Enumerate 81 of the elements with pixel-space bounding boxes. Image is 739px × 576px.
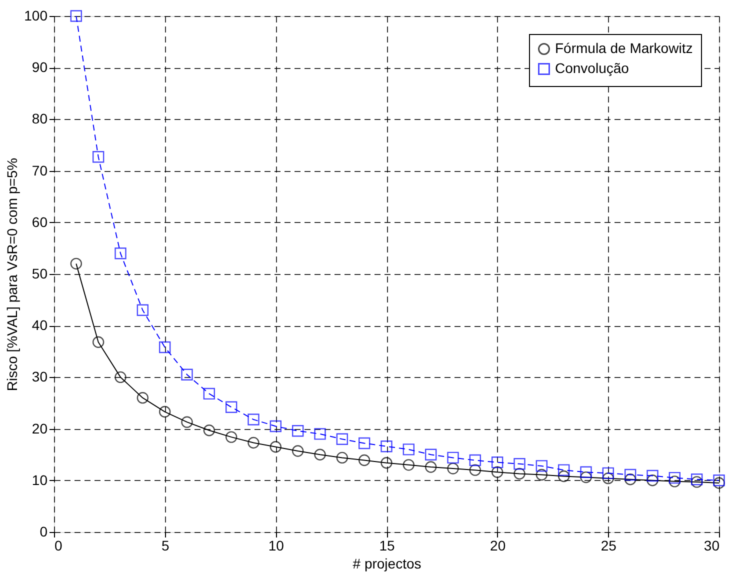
point	[270, 441, 282, 453]
point	[580, 466, 592, 478]
y-tick-label: 30	[32, 368, 48, 385]
x-tick-label: 25	[600, 538, 617, 554]
y-tick-label: 20	[32, 420, 48, 436]
point	[292, 425, 304, 437]
y-axis-title: Risco [%VAL] para VsR=0 com p=5%	[4, 158, 20, 392]
y-tick-label: 50	[32, 266, 48, 282]
point	[690, 476, 703, 488]
x-tick-label: 5	[161, 538, 170, 554]
point	[424, 461, 437, 473]
point	[690, 474, 703, 486]
point	[114, 371, 126, 384]
point	[668, 472, 681, 484]
point	[602, 467, 614, 480]
point	[469, 454, 482, 466]
point	[469, 464, 482, 476]
point	[624, 468, 636, 481]
point	[424, 448, 437, 460]
point	[292, 445, 304, 457]
point	[225, 431, 238, 443]
point	[203, 388, 216, 400]
point	[158, 341, 171, 354]
point	[181, 416, 193, 428]
point	[491, 466, 504, 478]
point	[668, 476, 681, 488]
point	[270, 420, 282, 432]
y-tick-label: 90	[32, 59, 48, 76]
y-tick-label: 80	[32, 110, 48, 127]
point	[114, 248, 126, 260]
point	[602, 472, 614, 484]
point	[646, 474, 658, 486]
point	[203, 424, 216, 436]
point	[136, 304, 149, 316]
legend-label: Convolução	[555, 60, 630, 76]
point	[380, 457, 392, 469]
point	[181, 368, 193, 380]
y-tick-label: 40	[32, 317, 48, 334]
point	[514, 468, 526, 480]
x-tick-label: 20	[490, 538, 506, 554]
x-tick-label: 0	[54, 538, 62, 554]
point	[624, 474, 636, 486]
point	[558, 464, 570, 476]
point	[447, 462, 459, 474]
point	[92, 336, 104, 348]
point	[491, 456, 504, 468]
point	[713, 474, 725, 486]
point	[536, 468, 548, 481]
y-tick-label: 100	[24, 8, 48, 24]
point	[314, 448, 326, 460]
point	[514, 458, 526, 470]
point	[225, 401, 238, 413]
y-tick-label: 60	[32, 214, 48, 230]
point	[158, 406, 171, 418]
point	[380, 440, 392, 452]
point	[314, 428, 326, 440]
point	[336, 452, 348, 464]
point	[248, 414, 260, 426]
point	[92, 151, 104, 163]
point	[402, 459, 415, 471]
point	[358, 454, 370, 466]
y-tick-label: 10	[32, 472, 48, 488]
y-tick-label: 0	[40, 524, 48, 540]
y-tick-label: 70	[32, 162, 48, 178]
point	[558, 470, 570, 482]
point	[580, 471, 592, 484]
x-tick-label: 15	[379, 538, 395, 554]
point	[402, 444, 415, 456]
point	[70, 258, 82, 270]
point	[358, 437, 370, 450]
legend-label: Fórmula de Markowitz	[555, 40, 693, 56]
point	[447, 452, 459, 464]
point	[248, 436, 260, 449]
point	[646, 470, 658, 482]
point	[136, 392, 149, 404]
point	[536, 460, 548, 472]
x-tick-label: 30	[704, 538, 720, 554]
x-axis-title: # projectos	[352, 556, 422, 572]
point	[70, 10, 82, 22]
x-tick-label: 10	[268, 538, 284, 554]
point	[336, 433, 348, 445]
